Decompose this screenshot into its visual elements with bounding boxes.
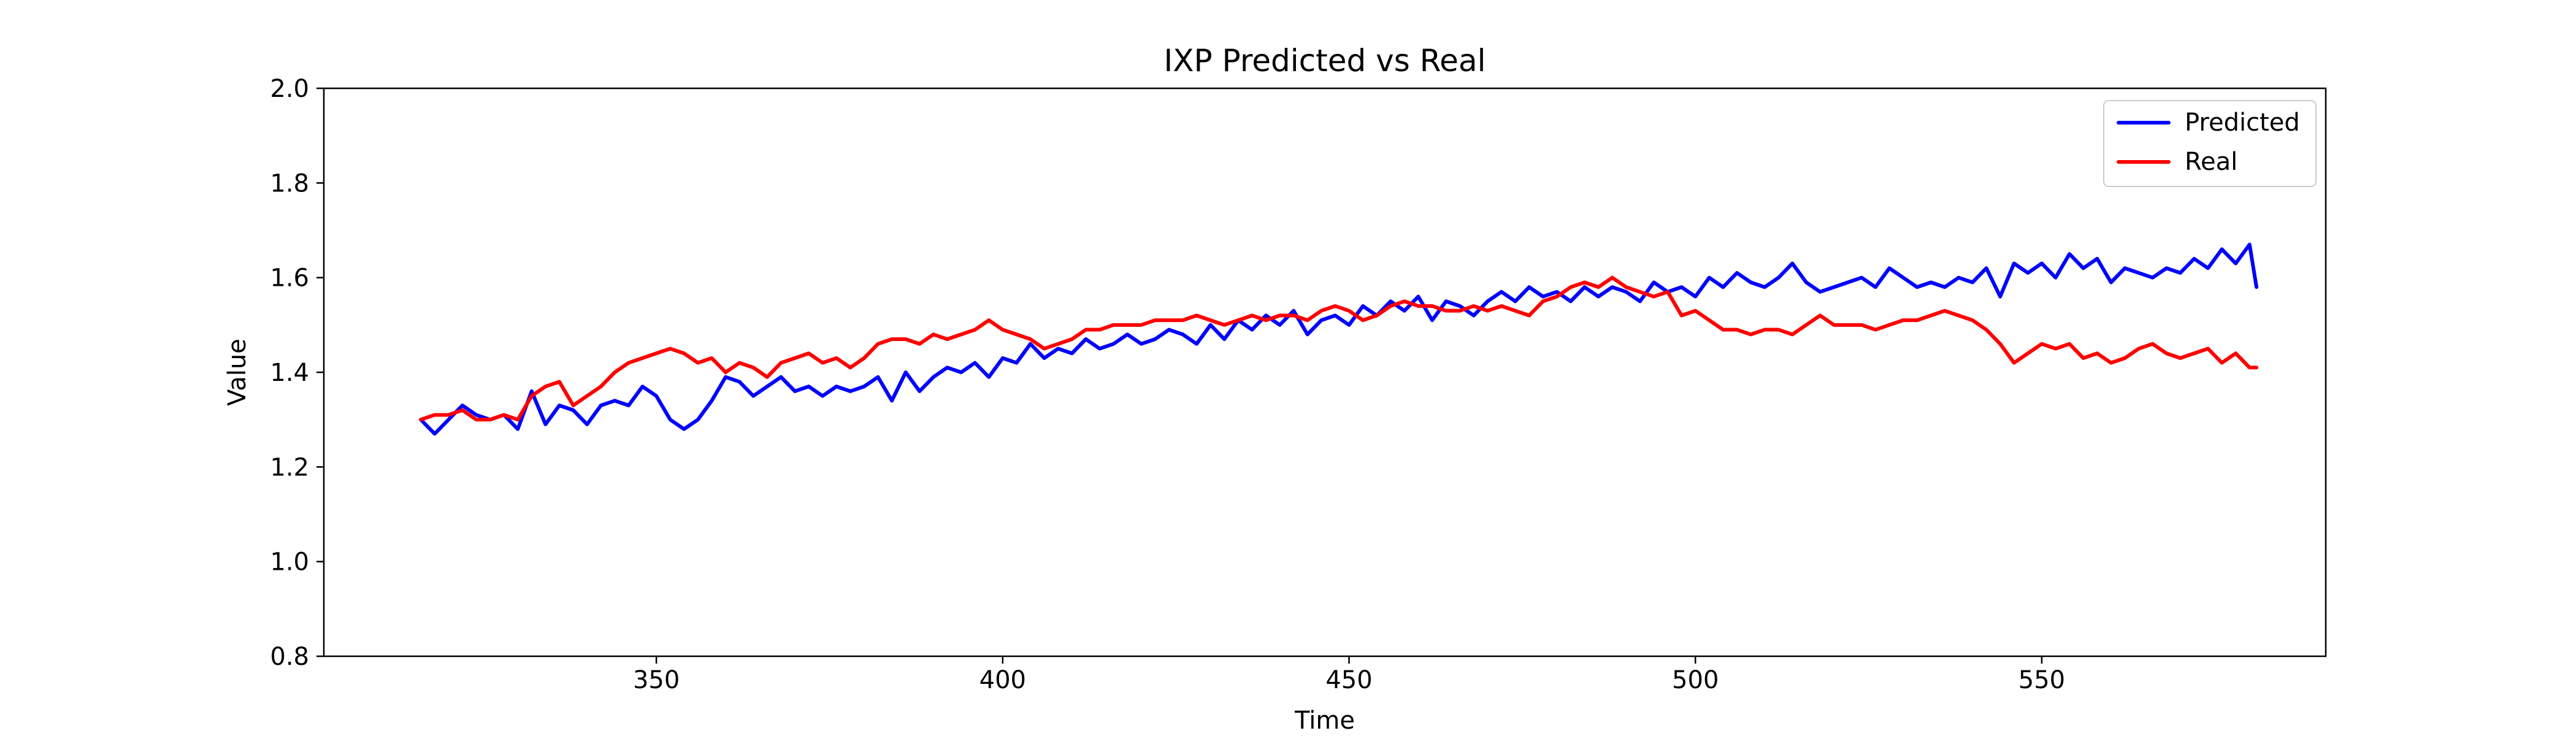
legend-real-label: Real	[2185, 148, 2237, 176]
series-predicted-line	[419, 242, 2259, 436]
plot-frame	[323, 87, 2327, 657]
axes-layer: 350 400 450 500 550 0.8 1.0 1.2 1.4 1.6 1.8 2.0	[270, 75, 2065, 694]
x-axis-label: Time	[1294, 707, 1355, 735]
legend-predicted-label: Predicted	[2185, 109, 2300, 137]
y-axis-tick-label: 2.0	[270, 75, 309, 103]
x-axis-tick-label: 350	[633, 666, 680, 694]
chart-title: IXP Predicted vs Real	[1164, 43, 1486, 79]
y-axis-tick-label: 1.4	[270, 359, 309, 387]
x-axis-tick-label: 500	[1672, 666, 1719, 694]
y-axis-tick-label: 0.8	[270, 643, 309, 671]
series-real-line	[419, 275, 2259, 422]
plot-layer	[419, 242, 2259, 436]
legend: Predicted Real	[2103, 100, 2317, 187]
y-axis-label: Value	[223, 339, 251, 406]
x-axis-tick-label: 550	[2018, 666, 2065, 694]
y-axis-tick-label: 1.8	[270, 169, 309, 197]
y-axis-tick-label: 1.0	[270, 548, 309, 577]
y-axis-tick-label: 1.2	[270, 453, 309, 481]
x-axis-tick-label: 400	[979, 666, 1026, 694]
y-axis-tick-label: 1.6	[270, 264, 309, 293]
x-axis-tick-label: 450	[1325, 666, 1372, 694]
